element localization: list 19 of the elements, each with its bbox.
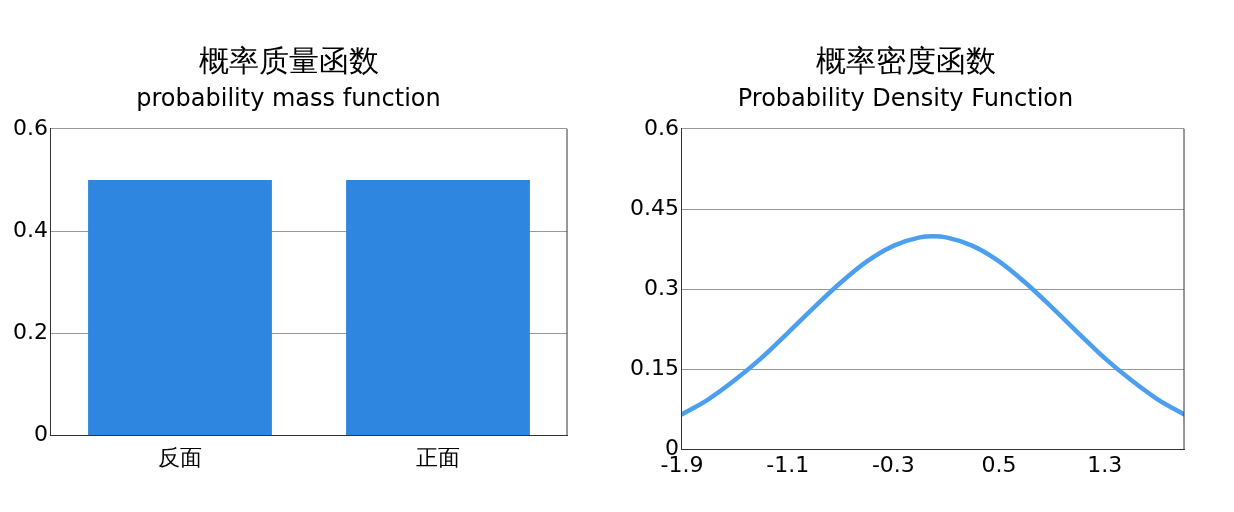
line-series — [681, 234, 1184, 417]
y-tick-label: 0.4 — [12, 216, 48, 242]
chart-subtitle: probability mass function — [136, 83, 441, 112]
chart-title: 概率密度函数 — [815, 42, 996, 78]
x-tick-label: 正面 — [416, 444, 460, 470]
y-tick-label: 0.45 — [630, 194, 679, 220]
x-tick-label: 1.3 — [1087, 451, 1123, 477]
y-tick-label: 0.15 — [630, 355, 679, 381]
y-tick-label: 0.6 — [12, 114, 48, 140]
x-tick-label: 反面 — [157, 444, 202, 470]
chart-subtitle: Probability Density Function — [737, 83, 1074, 112]
x-tick-label: -0.3 — [871, 451, 915, 477]
y-tick-label: 0.3 — [643, 274, 679, 300]
y-tick-label: 0.6 — [643, 114, 679, 140]
x-tick-label: 0.5 — [981, 451, 1017, 477]
y-tick-label: 0 — [33, 421, 48, 447]
y-tick-label: 0.2 — [12, 319, 48, 345]
chart-title: 概率质量函数 — [198, 42, 379, 78]
x-tick-label: -1.1 — [766, 451, 810, 477]
